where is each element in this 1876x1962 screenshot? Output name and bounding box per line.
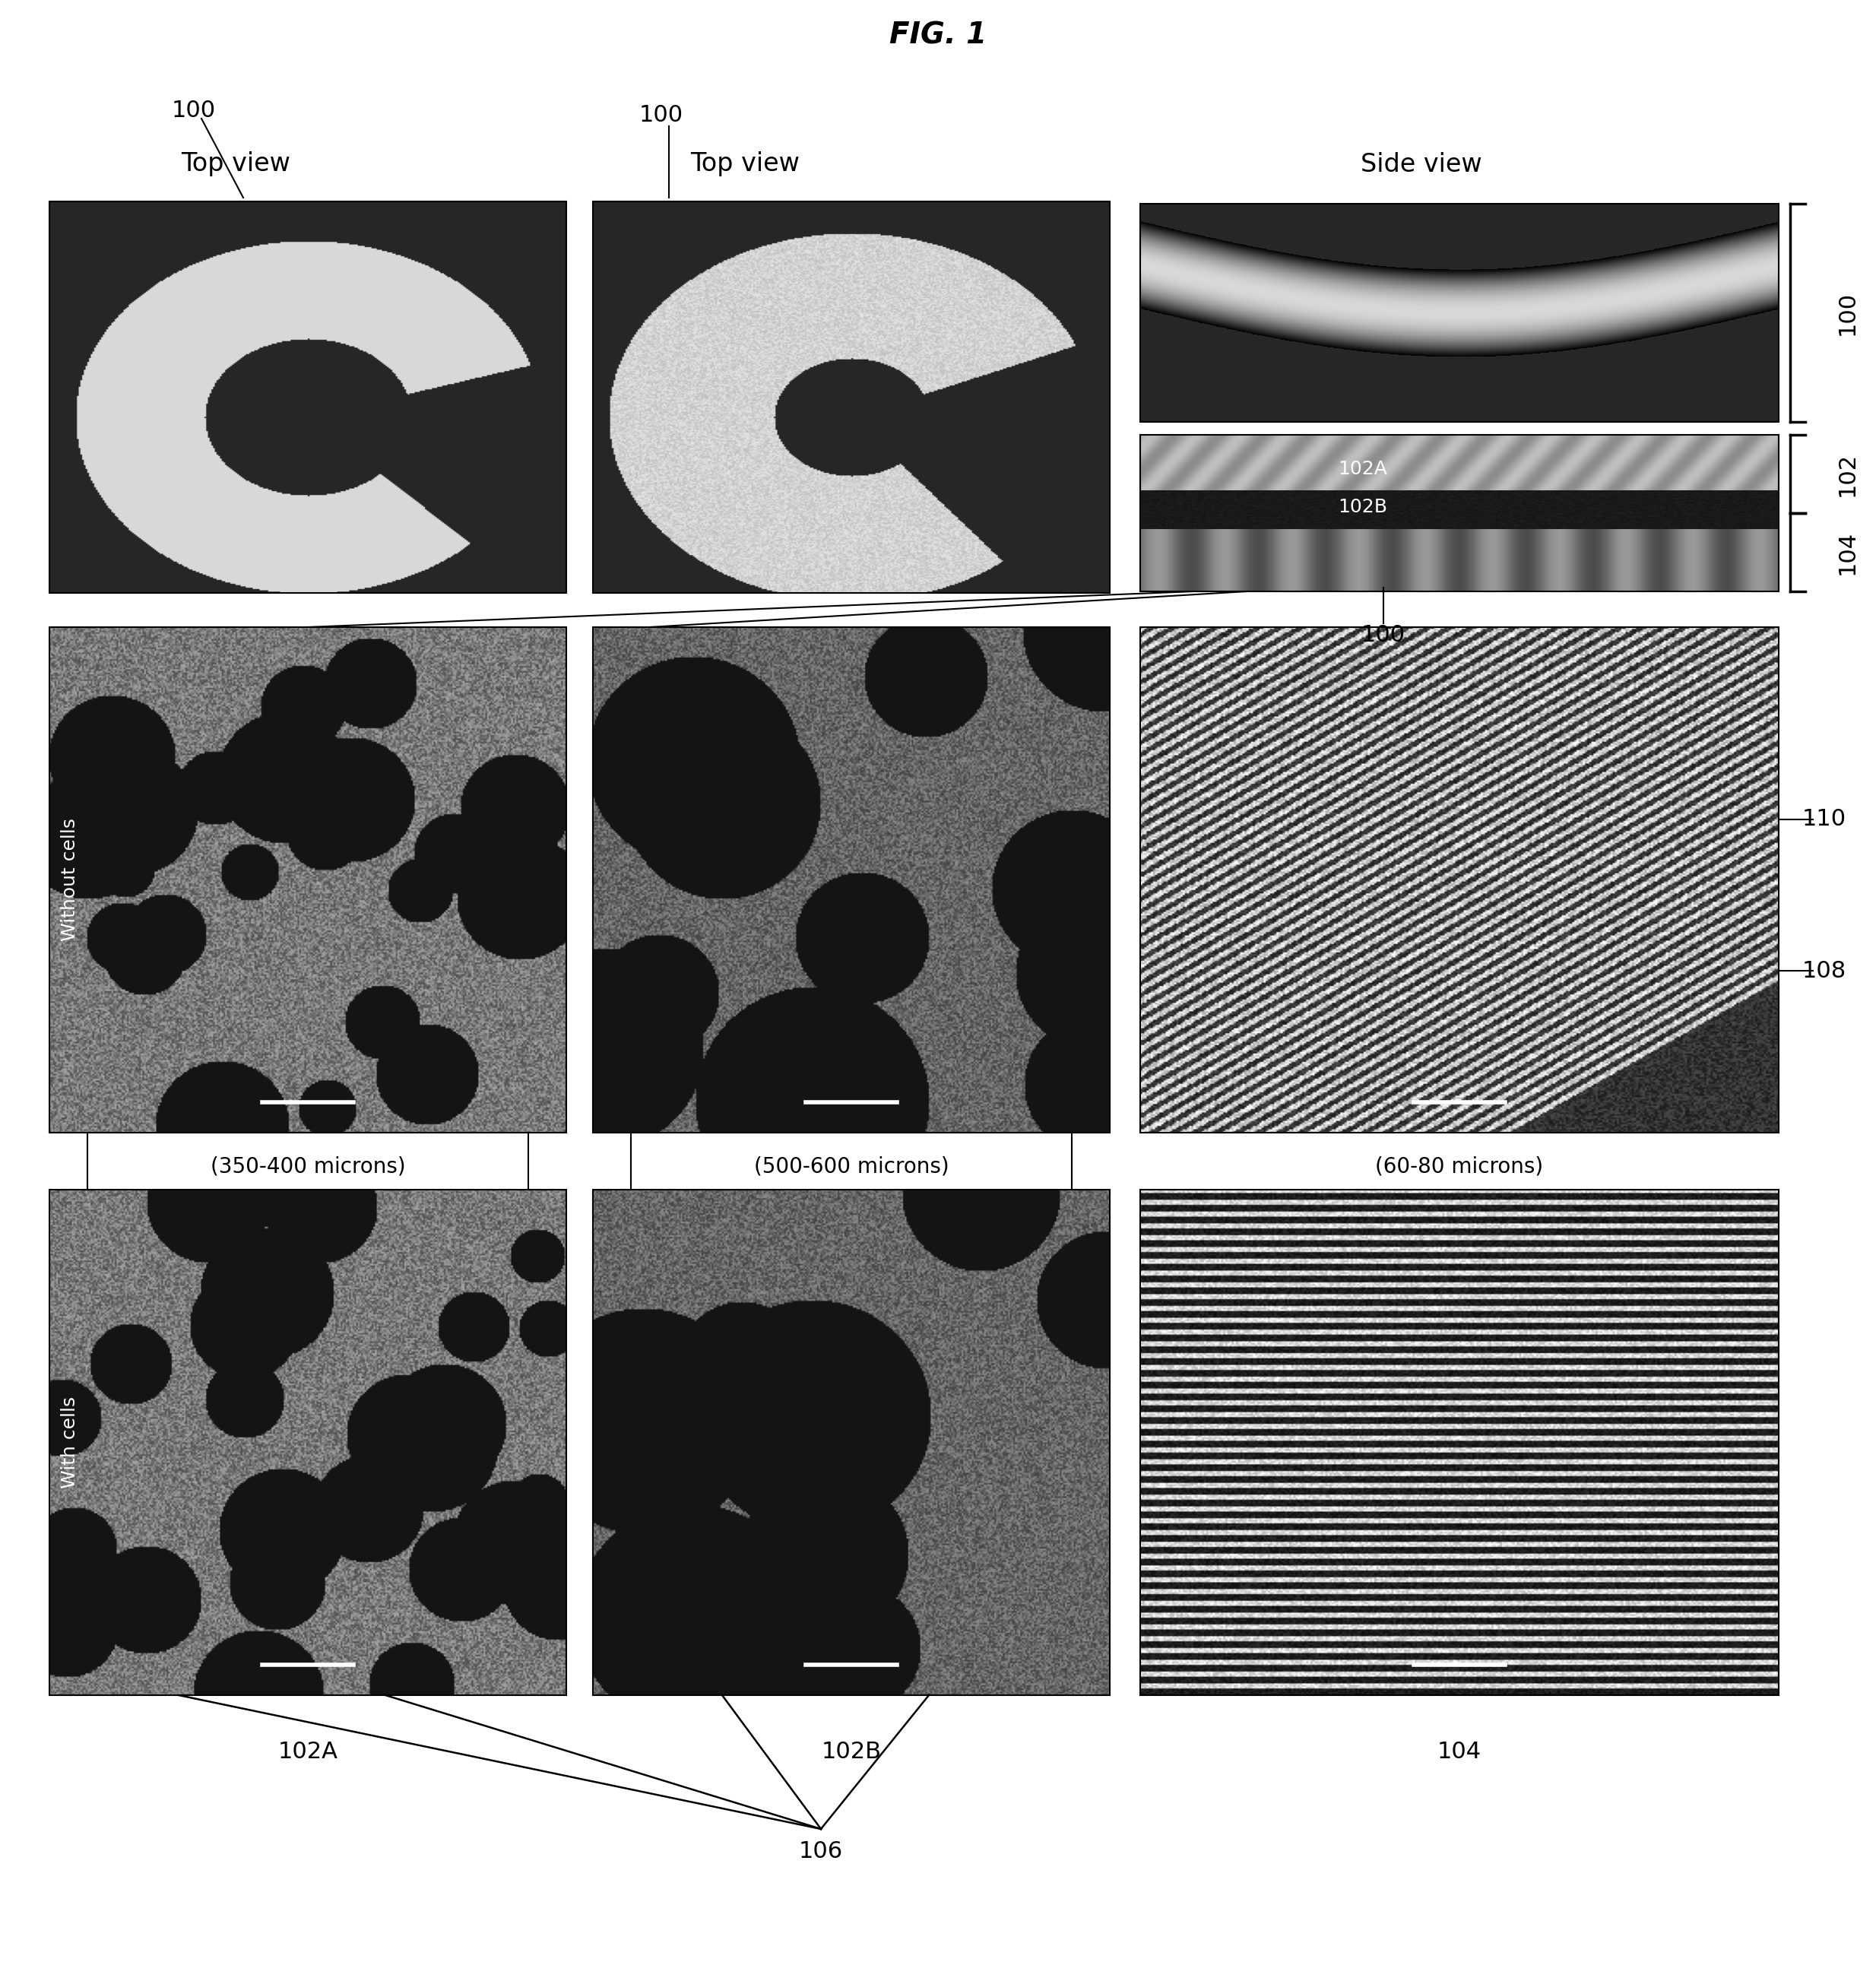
Text: FIG. 1: FIG. 1 bbox=[889, 20, 987, 49]
Text: 102B: 102B bbox=[1338, 498, 1386, 516]
Bar bbox=[49, 1189, 567, 1695]
Text: 104: 104 bbox=[1837, 530, 1857, 575]
Bar bbox=[593, 628, 1111, 1132]
Bar bbox=[49, 628, 567, 1132]
Bar bbox=[593, 202, 1111, 593]
Text: Top view: Top view bbox=[690, 151, 799, 177]
Text: Side view: Side view bbox=[1360, 151, 1482, 177]
Text: 106: 106 bbox=[799, 1840, 842, 1862]
Text: 102: 102 bbox=[1837, 451, 1857, 496]
Text: 100: 100 bbox=[173, 100, 216, 122]
Bar bbox=[593, 1189, 1111, 1695]
Text: 110: 110 bbox=[1803, 808, 1846, 830]
Text: 102A: 102A bbox=[278, 1740, 338, 1762]
Text: 102B: 102B bbox=[822, 1740, 882, 1762]
Text: 100: 100 bbox=[1362, 624, 1405, 645]
Text: (500-600 microns): (500-600 microns) bbox=[754, 1156, 949, 1177]
Text: 100: 100 bbox=[640, 104, 683, 126]
Text: (60-80 microns): (60-80 microns) bbox=[1375, 1156, 1544, 1177]
Bar bbox=[1141, 1189, 1778, 1695]
Text: 100: 100 bbox=[1837, 290, 1857, 336]
Text: Top view: Top view bbox=[180, 151, 291, 177]
Bar bbox=[1141, 628, 1778, 1132]
Text: (350-400 microns): (350-400 microns) bbox=[210, 1156, 405, 1177]
Text: Without cells: Without cells bbox=[60, 818, 79, 942]
Text: 108: 108 bbox=[1803, 959, 1846, 981]
Text: 104: 104 bbox=[1437, 1740, 1482, 1762]
Bar bbox=[49, 202, 567, 593]
Text: With cells: With cells bbox=[60, 1397, 79, 1489]
Bar bbox=[1141, 204, 1778, 422]
Text: 102A: 102A bbox=[1338, 459, 1386, 479]
Bar bbox=[1141, 436, 1778, 591]
